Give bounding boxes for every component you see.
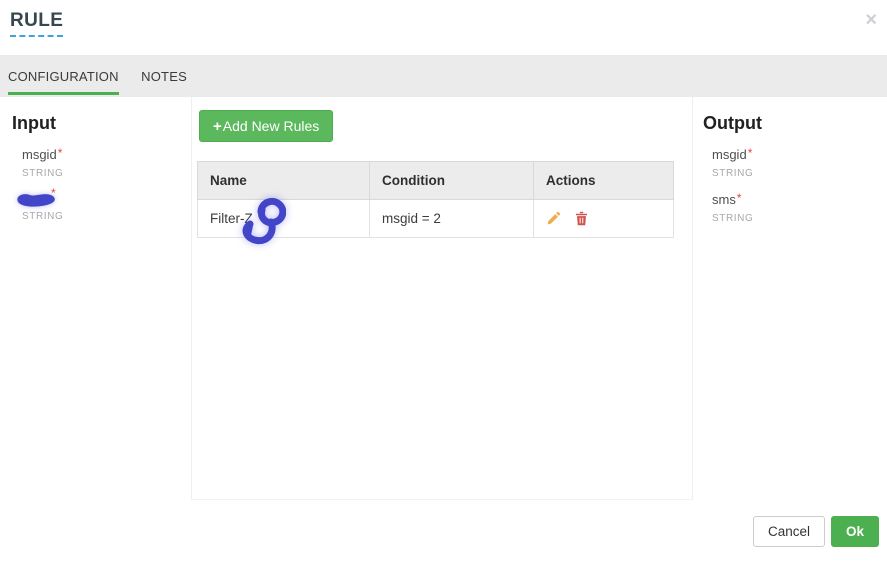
output-field-name: sms <box>712 192 736 207</box>
required-asterisk: * <box>736 191 742 205</box>
output-field-name: msgid <box>712 147 747 162</box>
rule-actions-cell <box>533 199 674 238</box>
rule-name: Filter-Z <box>210 211 253 226</box>
plus-icon: + <box>213 117 222 135</box>
output-field-type: STRING <box>712 168 754 179</box>
output-field-sms: sms* STRING <box>712 191 887 224</box>
input-panel-title: Input <box>12 113 56 133</box>
table-row: Filter-Z msgid = 2 <box>197 197 674 245</box>
column-header-actions: Actions <box>533 161 674 200</box>
rule-condition-cell: msgid = 2 <box>369 199 534 238</box>
input-field-type: STRING <box>22 211 64 222</box>
add-new-rules-label: Add New Rules <box>222 118 320 134</box>
output-panel: Output msgid* STRING sms* STRING <box>693 97 887 224</box>
tab-notes[interactable]: NOTES <box>141 69 187 84</box>
page-title: RULE <box>10 10 64 37</box>
ok-button[interactable]: Ok <box>830 516 879 547</box>
column-header-name: Name <box>197 161 370 200</box>
redacted-field-name: * <box>17 186 191 207</box>
cancel-button[interactable]: Cancel <box>752 516 825 547</box>
tab-configuration[interactable]: CONFIGURATION <box>8 55 119 95</box>
add-new-rules-button[interactable]: + Add New Rules <box>199 110 334 142</box>
tab-bar: CONFIGURATION NOTES <box>0 55 887 97</box>
modal-footer: Cancel Ok <box>752 516 879 547</box>
input-field-redacted: * STRING <box>17 186 191 222</box>
required-asterisk: * <box>747 146 753 160</box>
column-header-condition: Condition <box>369 161 534 200</box>
output-field-type: STRING <box>712 213 754 224</box>
required-asterisk: * <box>51 186 56 200</box>
table-header-row: Name Condition Actions <box>197 161 674 200</box>
input-panel: Input msgid* STRING * STRING <box>0 97 191 222</box>
rules-panel: + Add New Rules Name Condition Actions F… <box>191 97 693 500</box>
redaction-scribble <box>17 194 55 207</box>
edit-icon[interactable] <box>546 211 561 226</box>
input-field-msgid: msgid* STRING <box>22 146 191 179</box>
input-field-name: msgid <box>22 147 57 162</box>
rules-table: Name Condition Actions Filter-Z msgid = … <box>197 161 674 245</box>
output-field-msgid: msgid* STRING <box>712 146 887 179</box>
output-panel-title: Output <box>703 113 762 133</box>
close-icon[interactable]: × <box>865 9 877 31</box>
rule-name-cell: Filter-Z <box>197 197 370 245</box>
delete-icon[interactable] <box>575 211 588 226</box>
required-asterisk: * <box>57 146 63 160</box>
input-field-type: STRING <box>22 168 64 179</box>
